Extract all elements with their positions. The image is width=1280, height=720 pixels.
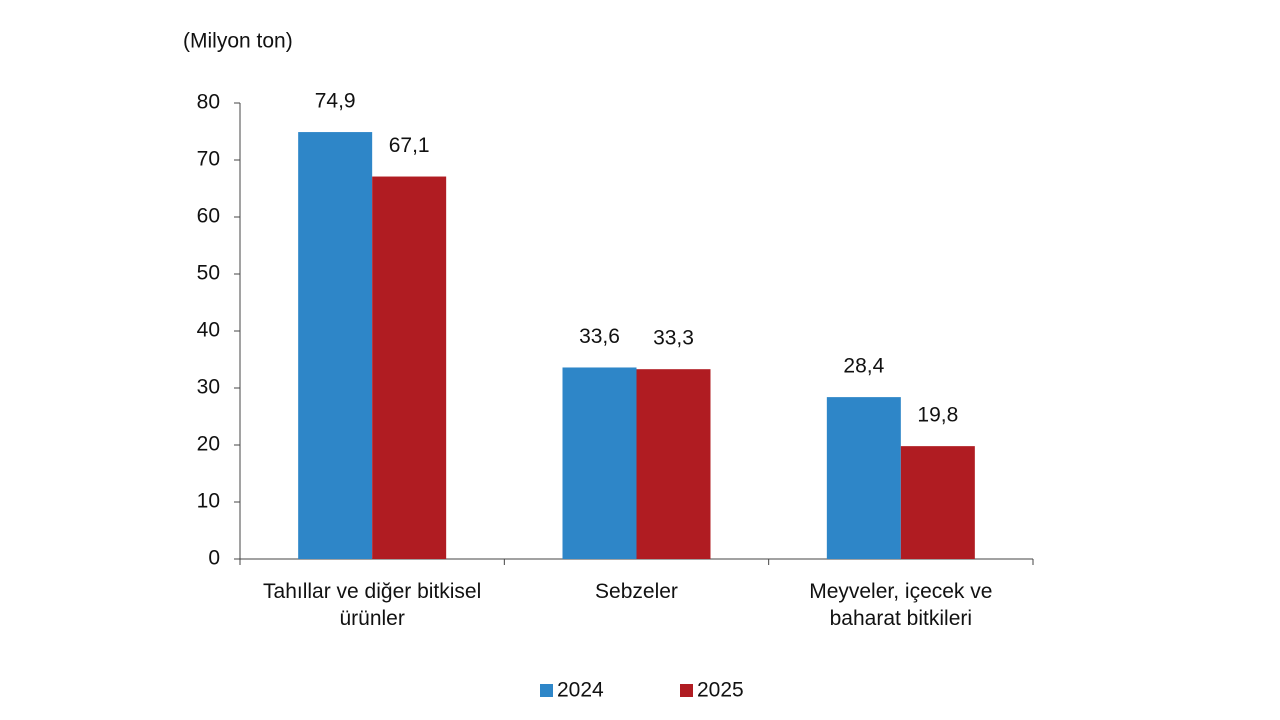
value-label: 67,1 <box>389 134 430 157</box>
x-tick-label: Tahıllar ve diğer bitkisel ürünler <box>263 580 482 630</box>
value-label: 74,9 <box>315 90 356 113</box>
value-label: 33,6 <box>579 325 620 348</box>
legend-swatch <box>680 684 693 697</box>
y-tick-label: 10 <box>197 490 220 513</box>
x-tick-label: Sebzeler <box>595 580 678 603</box>
y-tick-label: 70 <box>197 148 220 171</box>
bar <box>298 132 373 559</box>
y-tick-label: 80 <box>197 91 220 114</box>
bar <box>636 369 711 559</box>
legend-swatch <box>540 684 553 697</box>
bar <box>562 367 637 559</box>
bar <box>826 397 901 559</box>
y-tick-label: 40 <box>197 319 220 342</box>
y-tick-label: 30 <box>197 376 220 399</box>
value-label: 19,8 <box>917 404 958 427</box>
legend-label: 2024 <box>557 679 604 702</box>
x-tick-label: Meyveler, içecek ve baharat bitkileri <box>809 580 993 630</box>
y-tick-label: 60 <box>197 205 220 228</box>
legend-label: 2025 <box>697 679 744 702</box>
value-label: 28,4 <box>843 355 884 378</box>
bar <box>372 176 447 559</box>
y-tick-label: 0 <box>208 547 220 570</box>
y-tick-label: 50 <box>197 262 220 285</box>
value-label: 33,3 <box>653 327 694 350</box>
y-tick-label: 20 <box>197 433 220 456</box>
bar <box>900 446 975 559</box>
unit-label: (Milyon ton) <box>183 30 293 53</box>
